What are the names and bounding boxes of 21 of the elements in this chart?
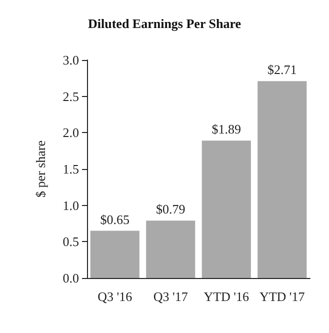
x-tick-label: YTD '17 (259, 289, 306, 304)
x-tick-label: Q3 '16 (98, 289, 133, 304)
y-tick-label: 1.5 (62, 162, 79, 176)
data-label: $0.65 (100, 212, 130, 227)
y-axis-title: $ per share (33, 140, 48, 198)
y-tick-label: 1.0 (62, 198, 79, 213)
bar (146, 220, 196, 278)
y-tick-label: 3.0 (62, 52, 79, 68)
bar (202, 140, 251, 278)
bar (90, 230, 140, 278)
y-tick-label: 2.0 (62, 125, 79, 140)
data-label: $2.71 (268, 62, 297, 78)
data-label: $1.89 (212, 122, 241, 137)
y-tick-label: 0.5 (62, 234, 79, 250)
y-tick-label: 0.0 (62, 270, 79, 286)
x-tick-label: Q3 '17 (153, 289, 188, 304)
data-label: $0.79 (156, 202, 186, 217)
y-tick-label: 2.5 (62, 88, 79, 104)
chart-title: Diluted Earnings Per Share (88, 16, 242, 31)
x-tick-label: YTD '16 (204, 289, 250, 304)
bar (258, 81, 307, 278)
